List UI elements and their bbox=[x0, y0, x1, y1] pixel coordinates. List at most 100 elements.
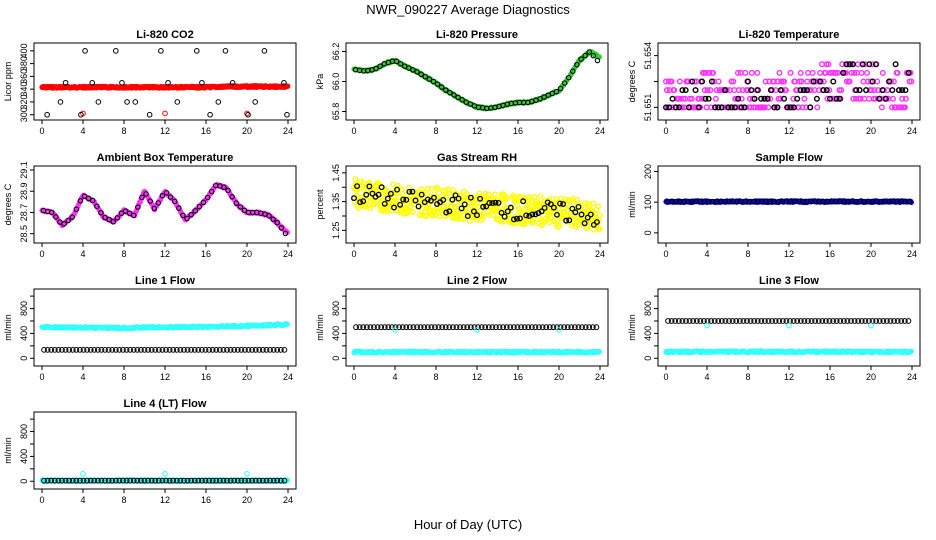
data-point bbox=[446, 324, 453, 331]
data-point bbox=[375, 180, 382, 187]
data-point bbox=[270, 216, 276, 223]
data-point bbox=[692, 87, 699, 94]
x-tick-label: 4 bbox=[392, 372, 397, 382]
x-tick-label: 20 bbox=[554, 249, 564, 259]
data-point bbox=[836, 95, 843, 102]
x-tick-label: 12 bbox=[160, 126, 170, 136]
data-point bbox=[95, 99, 102, 105]
data-point bbox=[783, 318, 790, 324]
data-point bbox=[155, 200, 162, 206]
data-point bbox=[207, 111, 213, 118]
data-area bbox=[39, 181, 290, 237]
data-point bbox=[722, 318, 729, 324]
data-point bbox=[474, 212, 480, 219]
data-point bbox=[176, 205, 182, 211]
data-point bbox=[556, 222, 563, 229]
data-point bbox=[69, 214, 75, 220]
data-point bbox=[837, 318, 844, 324]
data-point bbox=[146, 111, 153, 118]
data-point bbox=[369, 187, 376, 194]
data-point bbox=[48, 209, 55, 216]
y-tick-label: 380 bbox=[19, 56, 29, 71]
y-tick-label: 320 bbox=[19, 94, 29, 109]
data-point bbox=[427, 197, 434, 204]
data-point bbox=[761, 95, 768, 102]
data-point bbox=[590, 200, 597, 207]
data-point bbox=[868, 322, 874, 329]
data-point bbox=[84, 346, 90, 353]
data-point bbox=[854, 61, 861, 68]
data-point bbox=[705, 95, 712, 102]
data-point bbox=[578, 211, 585, 218]
data-point bbox=[866, 318, 872, 324]
x-tick-label: 0 bbox=[351, 249, 356, 259]
x-tick-label: 16 bbox=[201, 126, 211, 136]
data-point bbox=[557, 324, 564, 331]
data-area bbox=[39, 471, 290, 485]
data-point bbox=[503, 324, 510, 331]
data-point bbox=[901, 318, 908, 324]
data-point bbox=[671, 87, 678, 94]
data-point bbox=[518, 324, 524, 331]
data-point bbox=[48, 346, 55, 353]
x-tick-label: 8 bbox=[121, 372, 126, 382]
data-point bbox=[584, 214, 591, 221]
data-point bbox=[375, 191, 382, 198]
x-tick-label: 4 bbox=[80, 249, 85, 259]
data-point bbox=[460, 324, 467, 331]
data-point bbox=[889, 104, 896, 111]
data-point bbox=[410, 324, 417, 331]
data-point bbox=[225, 187, 231, 194]
data-point bbox=[848, 69, 855, 76]
data-point bbox=[470, 208, 477, 215]
data-point bbox=[199, 346, 205, 353]
data-point bbox=[366, 179, 373, 186]
data-point bbox=[797, 69, 804, 76]
data-point bbox=[493, 324, 499, 331]
data-point bbox=[381, 324, 388, 331]
data-point bbox=[514, 324, 521, 331]
data-point bbox=[361, 187, 368, 194]
data-point bbox=[758, 318, 765, 324]
data-point bbox=[665, 318, 671, 324]
x-tick-label: 8 bbox=[121, 126, 126, 136]
data-point bbox=[805, 69, 812, 76]
data-point bbox=[669, 104, 676, 111]
data-point bbox=[62, 477, 69, 484]
data-point bbox=[702, 95, 709, 102]
data-point bbox=[256, 346, 263, 353]
data-point bbox=[192, 208, 198, 214]
y-axis-label: degrees C bbox=[3, 183, 13, 225]
data-point bbox=[483, 203, 490, 210]
x-tick-label: 24 bbox=[595, 249, 605, 259]
data-point bbox=[195, 346, 202, 353]
data-point bbox=[130, 212, 137, 219]
data-point bbox=[270, 477, 277, 484]
data-point bbox=[880, 318, 887, 324]
data-point bbox=[561, 324, 568, 331]
data-point bbox=[537, 193, 544, 200]
data-point bbox=[846, 78, 853, 85]
chart-title: Li-820 CO2 bbox=[136, 29, 193, 41]
data-point bbox=[887, 318, 894, 324]
data-point bbox=[81, 193, 88, 200]
data-point bbox=[550, 324, 557, 331]
data-point bbox=[66, 346, 73, 353]
data-point bbox=[442, 87, 449, 93]
data-point bbox=[438, 84, 445, 90]
data-point bbox=[851, 318, 858, 324]
data-point bbox=[367, 205, 374, 212]
data-point bbox=[403, 324, 410, 331]
data-point bbox=[786, 322, 792, 329]
y-axis-label: ml/min bbox=[3, 437, 13, 464]
data-point bbox=[596, 212, 603, 219]
chart-title: Li-820 Temperature bbox=[739, 29, 840, 41]
data-point bbox=[449, 196, 456, 203]
data-point bbox=[263, 346, 270, 353]
data-point bbox=[354, 183, 361, 190]
x-tick-label: 20 bbox=[242, 249, 252, 259]
data-point bbox=[474, 327, 480, 333]
